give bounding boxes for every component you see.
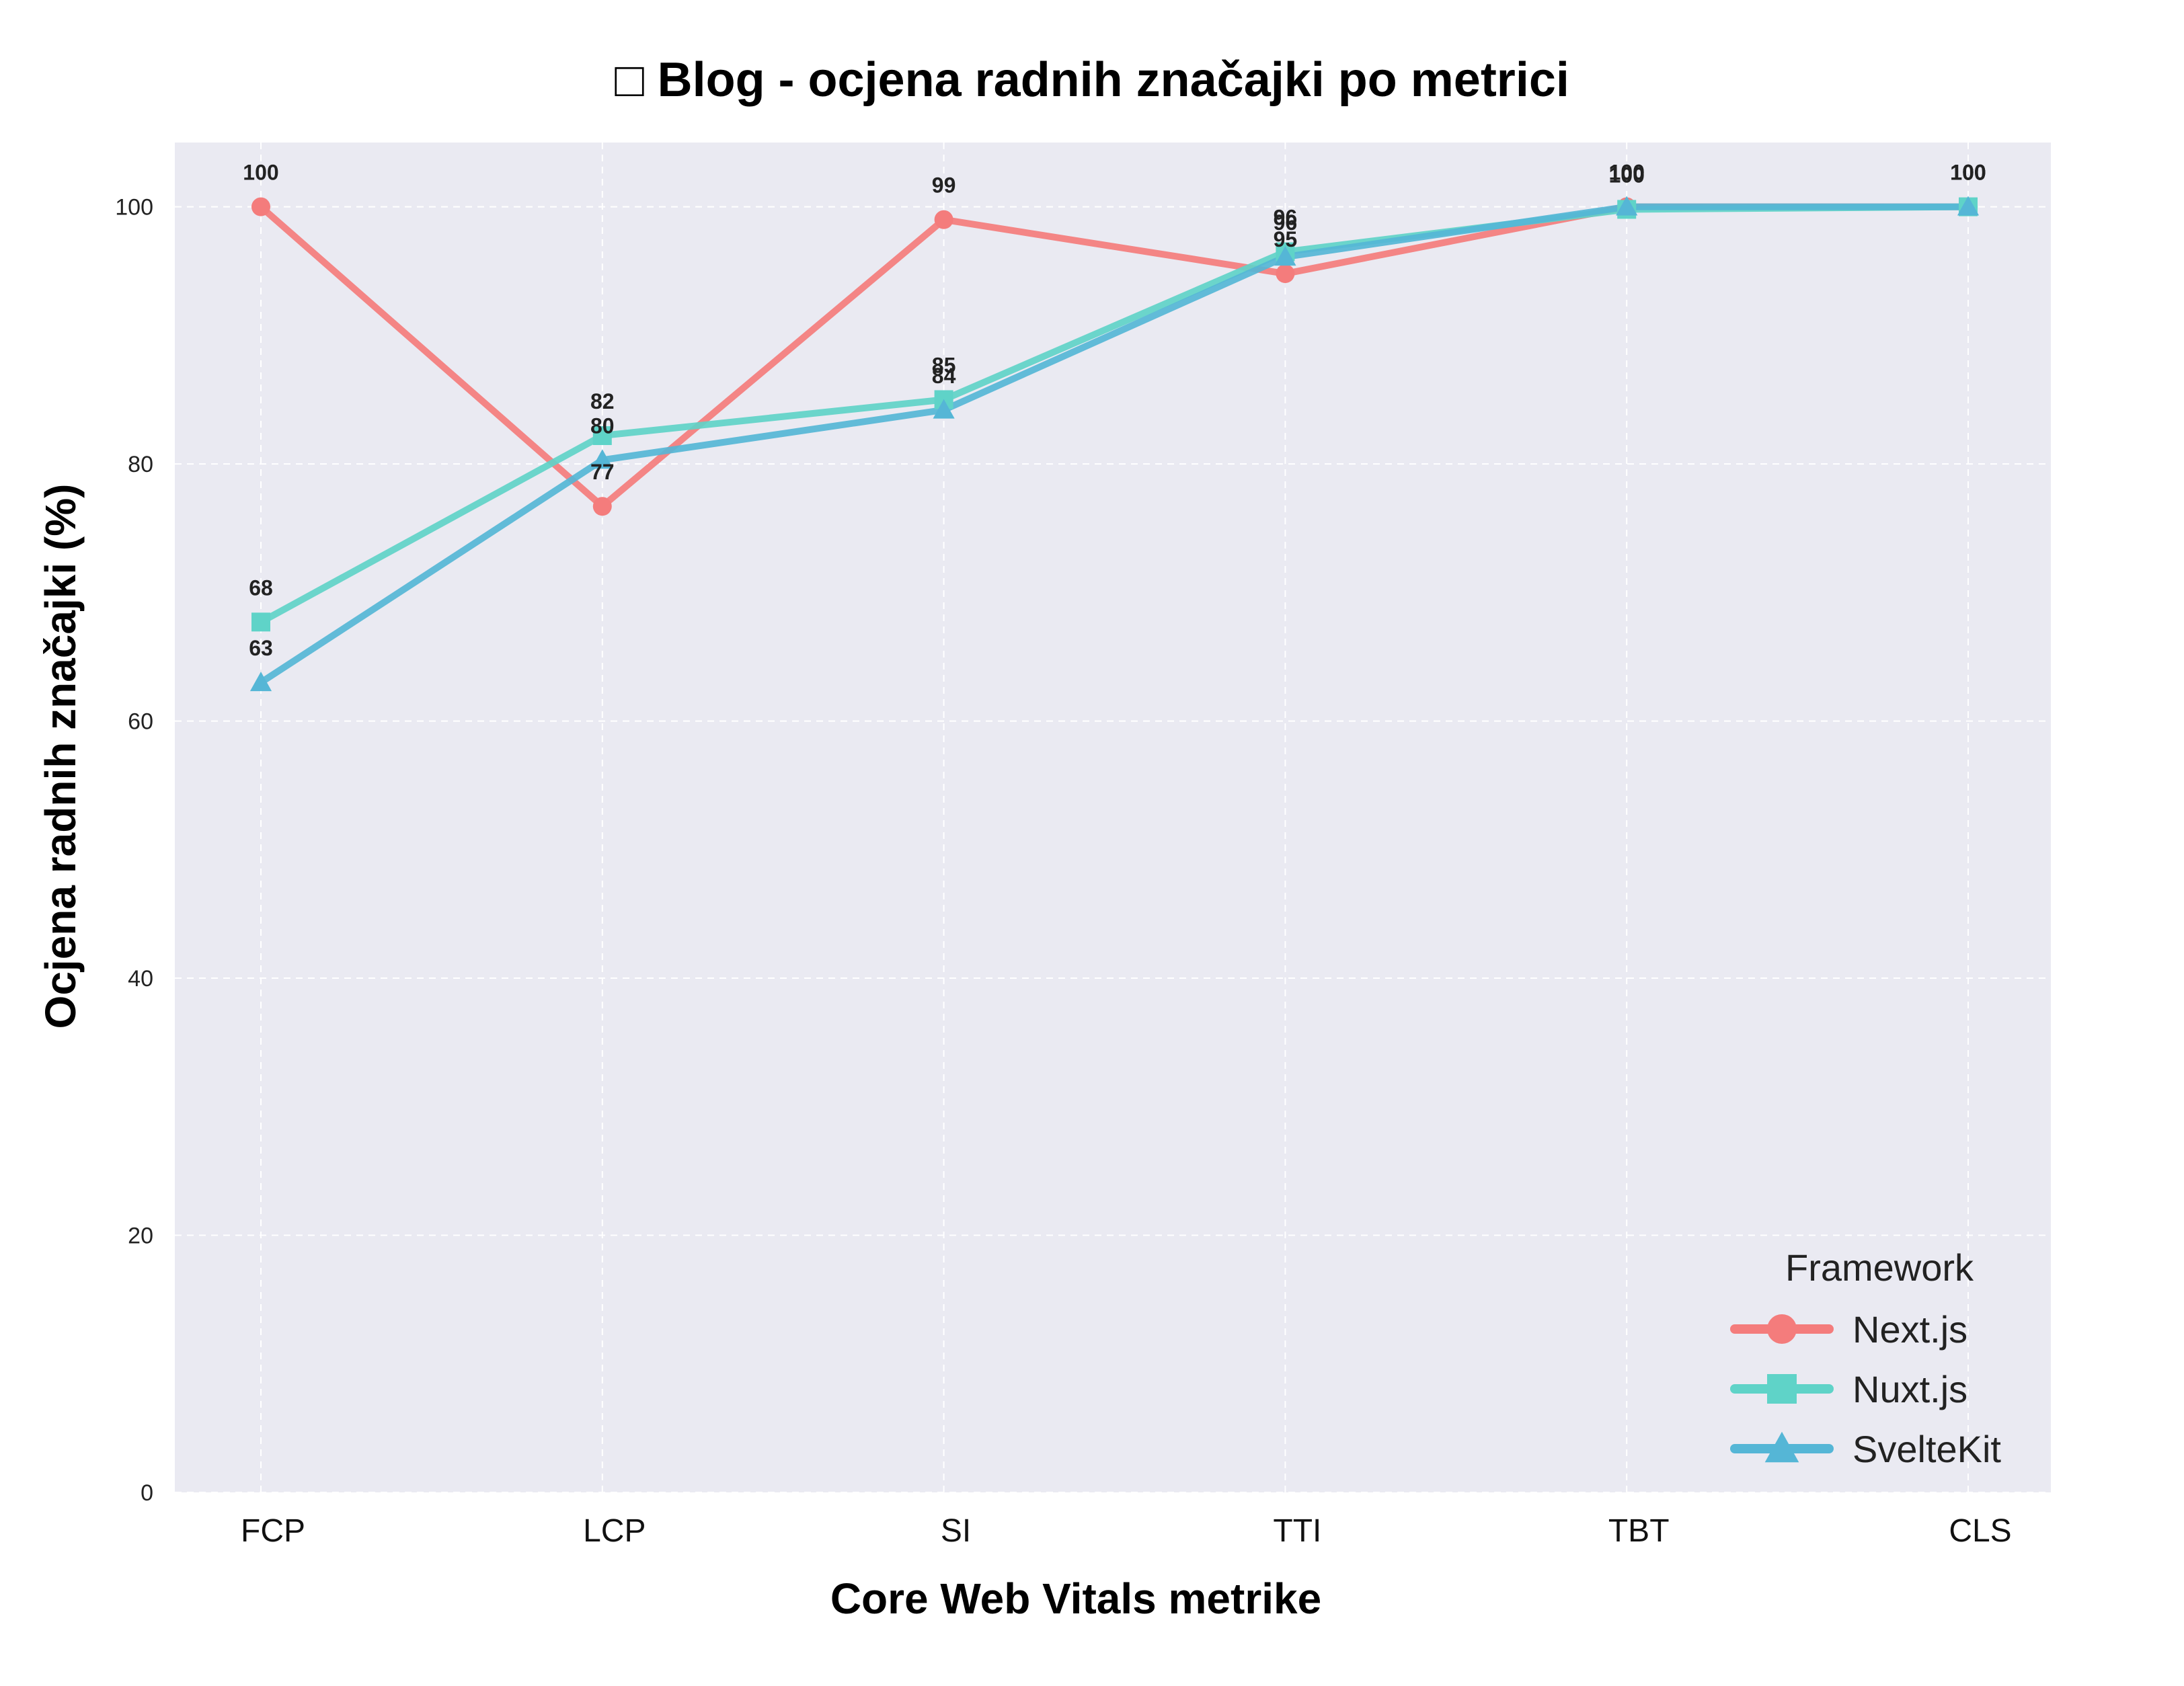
x-axis-ticks: FCP LCP SI TTI TBT CLS: [241, 1513, 2012, 1549]
data-label: 80: [590, 413, 615, 438]
data-label: 77: [590, 460, 615, 484]
legend-label: Nuxt.js: [1852, 1368, 1967, 1410]
y-axis-ticks: 0 20 40 60 80 100: [115, 195, 153, 1506]
legend-marker: [1764, 1431, 1799, 1463]
y-tick-label: 80: [128, 452, 153, 477]
y-tick-label: 60: [128, 709, 153, 735]
data-label: 100: [1950, 161, 1986, 185]
legend-label: SvelteKit: [1852, 1428, 2001, 1470]
data-label: 95: [1274, 227, 1298, 251]
x-tick-label: FCP: [241, 1513, 305, 1549]
data-label: 100: [243, 161, 278, 185]
series-lines: [258, 203, 1972, 686]
data-point: [1616, 196, 1638, 216]
data-label: 68: [249, 575, 273, 600]
data-point: [1957, 196, 1980, 216]
grid-lines: [175, 143, 2051, 1493]
data-point: [934, 210, 953, 229]
legend: Framework Next.js Nuxt.js SvelteKit: [1730, 1246, 2001, 1470]
data-point: [1274, 246, 1296, 266]
series-markers: [249, 196, 1980, 692]
legend-marker: [1767, 1314, 1797, 1344]
data-label: 100: [1609, 161, 1645, 185]
y-tick-label: 20: [128, 1223, 153, 1249]
data-label: 85: [932, 353, 956, 377]
x-tick-label: SI: [941, 1513, 971, 1549]
y-tick-label: 0: [141, 1480, 153, 1506]
data-label: 100: [1609, 161, 1645, 185]
y-tick-label: 100: [115, 195, 153, 220]
data-point: [592, 426, 612, 446]
data-label: 82: [590, 389, 615, 413]
x-tick-label: TTI: [1273, 1513, 1321, 1549]
data-label: 96: [1274, 206, 1298, 230]
data-point: [251, 197, 270, 216]
legend-title: Framework: [1785, 1246, 1974, 1289]
data-point: [1276, 264, 1295, 284]
data-label: 99: [932, 173, 956, 198]
data-point: [592, 497, 612, 516]
data-label: 100: [1950, 161, 1986, 185]
x-tick-label: CLS: [1949, 1513, 2011, 1549]
x-axis-title: Core Web Vitals metrike: [830, 1574, 1321, 1623]
data-point: [933, 399, 955, 419]
plot-area: [175, 143, 2051, 1492]
data-label: 63: [249, 636, 273, 660]
data-label: 100: [1609, 163, 1645, 187]
y-tick-label: 40: [128, 966, 153, 992]
data-label: 100: [1950, 161, 1986, 185]
legend-label: Next.js: [1852, 1308, 1967, 1351]
x-tick-label: LCP: [583, 1513, 646, 1549]
legend-items: Next.js Nuxt.js SvelteKit: [1730, 1308, 2001, 1470]
y-axis-title: Ocjena radnih značajki (%): [36, 484, 85, 1029]
legend-marker: [1767, 1374, 1797, 1404]
data-label: 96: [1274, 210, 1298, 235]
data-label: 84: [932, 364, 956, 388]
data-point: [249, 672, 272, 692]
chart-title: □ Blog - ocjena radnih značajki po metri…: [615, 53, 1569, 107]
data-point: [591, 449, 613, 469]
data-point: [251, 612, 270, 632]
series-line: [258, 203, 1972, 686]
x-tick-label: TBT: [1608, 1513, 1670, 1549]
